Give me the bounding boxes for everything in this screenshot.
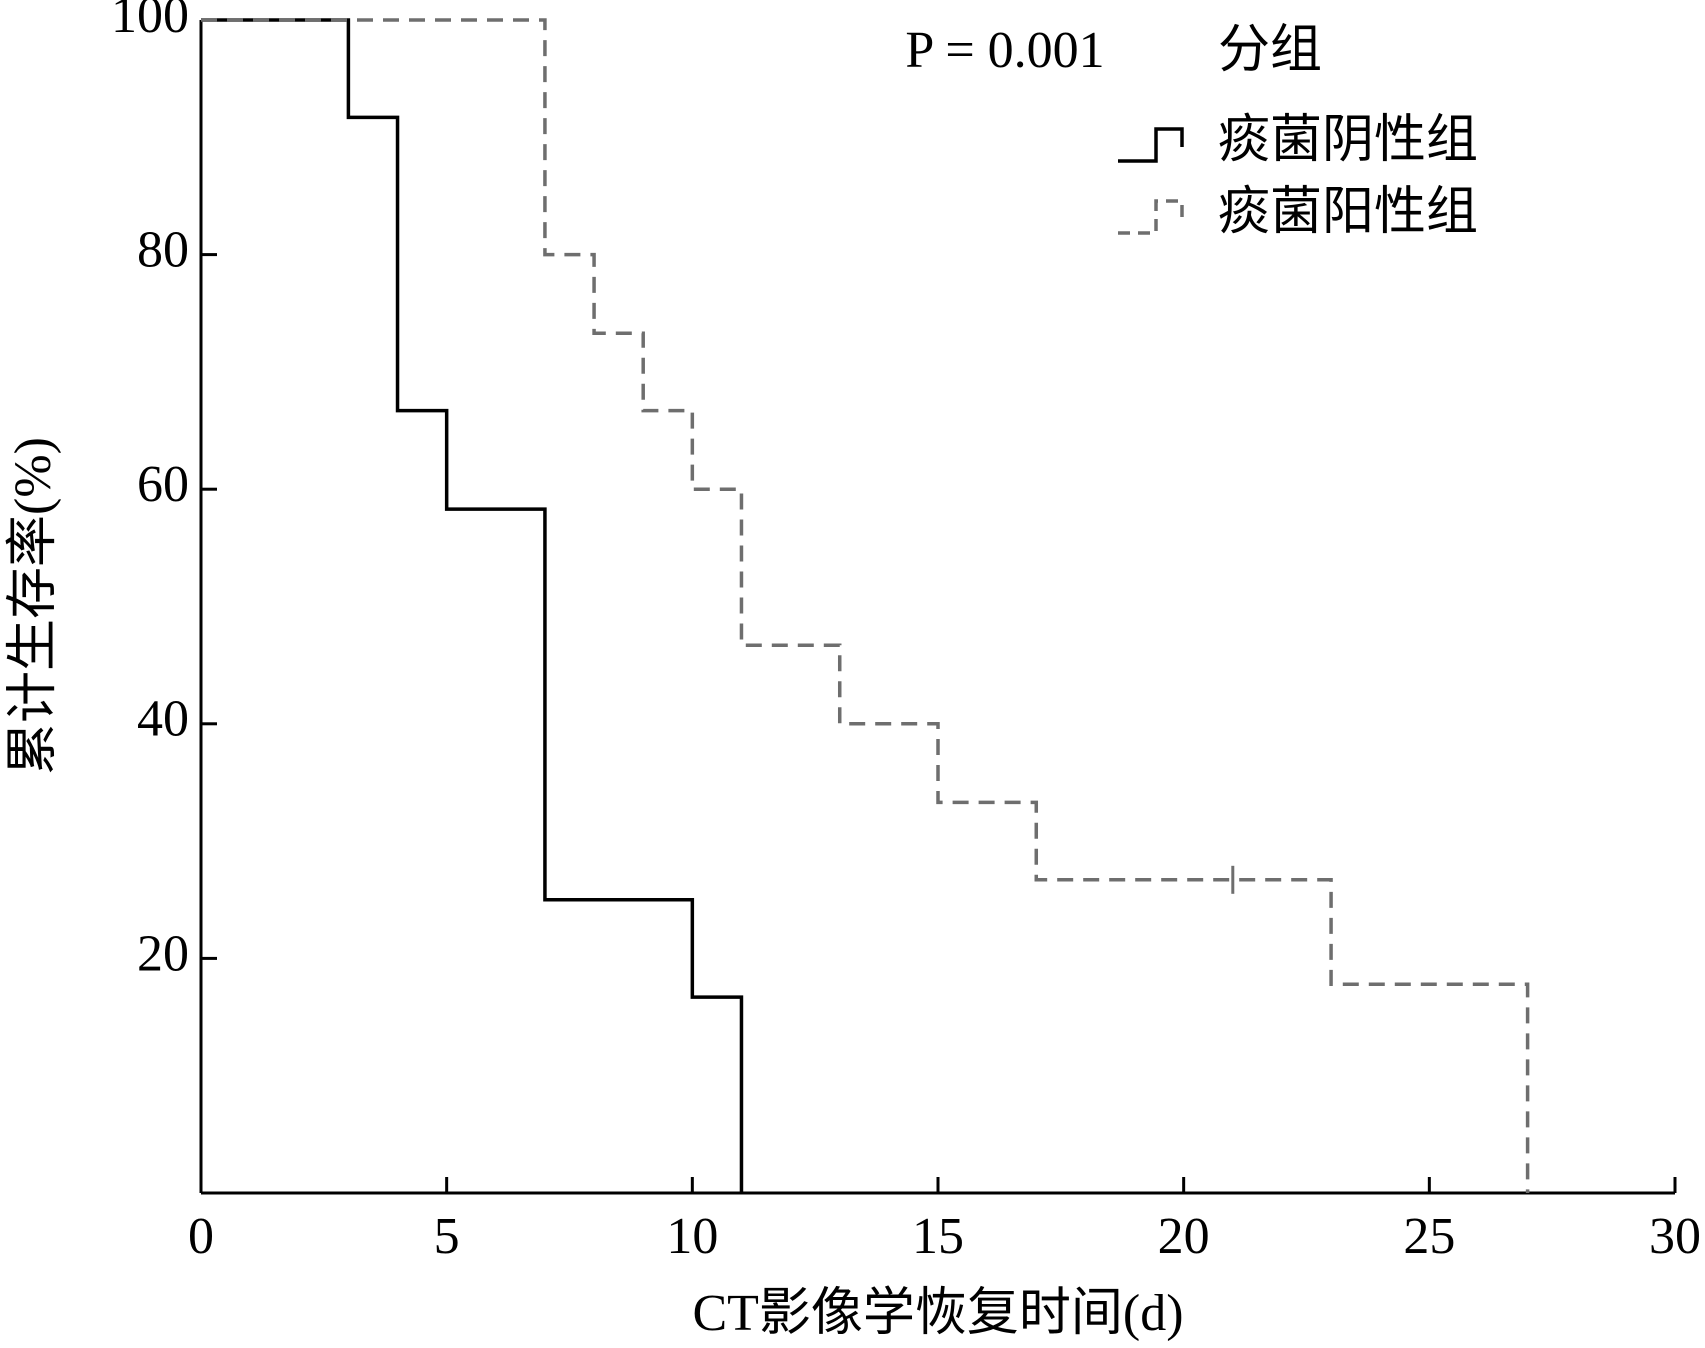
- legend-label: 痰菌阳性组: [1218, 184, 1478, 241]
- x-axis-label: CT影像学恢复时间(d): [692, 1285, 1183, 1342]
- y-tick-label: 60: [137, 456, 189, 513]
- legend-title: 分组: [1218, 22, 1322, 79]
- legend-symbol: [1118, 127, 1184, 163]
- x-tick-label: 10: [666, 1208, 718, 1265]
- y-tick-label: 20: [137, 925, 189, 982]
- y-tick-label: 80: [137, 222, 189, 279]
- y-tick-label: 100: [111, 0, 189, 44]
- x-tick-label: 0: [188, 1208, 214, 1265]
- x-tick-label: 30: [1649, 1208, 1701, 1265]
- survival-line: [201, 18, 744, 1193]
- legend-label: 痰菌阴性组: [1218, 112, 1478, 169]
- x-tick-label: 20: [1158, 1208, 1210, 1265]
- annotation: P = 0.001: [905, 22, 1104, 79]
- x-tick-label: 5: [434, 1208, 460, 1265]
- x-tick-label: 15: [912, 1208, 964, 1265]
- legend-symbol: [1118, 199, 1184, 235]
- survival-line: [201, 18, 1530, 1193]
- y-tick-label: 40: [137, 691, 189, 748]
- y-axis-label: 累计生存率(%): [5, 437, 62, 775]
- x-tick-label: 25: [1403, 1208, 1455, 1265]
